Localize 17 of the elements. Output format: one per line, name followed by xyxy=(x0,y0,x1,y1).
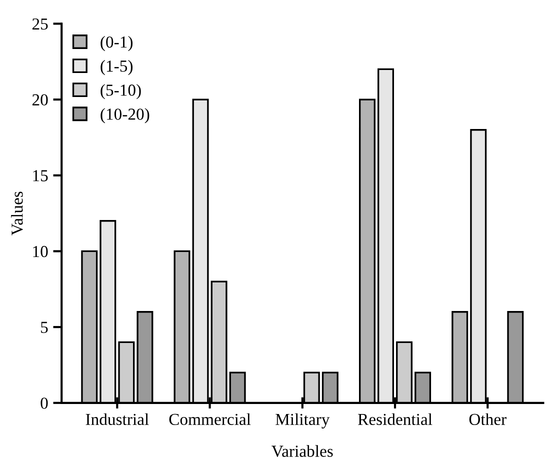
y-tick-label: 10 xyxy=(33,246,48,258)
x-tick-label: Commercial xyxy=(169,413,251,426)
x-tick-label: Residential xyxy=(358,413,432,426)
x-tick-label: Other xyxy=(469,413,506,426)
y-tick-label: 25 xyxy=(32,18,48,30)
x-tick-label: Industrial xyxy=(86,413,149,426)
y-tick-label: 15 xyxy=(33,170,48,182)
y-tick-label: 0 xyxy=(40,398,48,409)
legend-label: (10-20) xyxy=(100,108,150,124)
y-axis-title: Values xyxy=(11,192,23,236)
y-tick-label: 5 xyxy=(41,322,48,334)
legend-label: (5-10) xyxy=(100,84,141,100)
x-tick-label: Military xyxy=(276,413,330,428)
legend-label: (1-5) xyxy=(100,60,133,76)
y-tick-label: 20 xyxy=(32,94,48,106)
legend-label: (0-1) xyxy=(100,36,133,52)
x-axis-title: Variables xyxy=(272,445,333,457)
